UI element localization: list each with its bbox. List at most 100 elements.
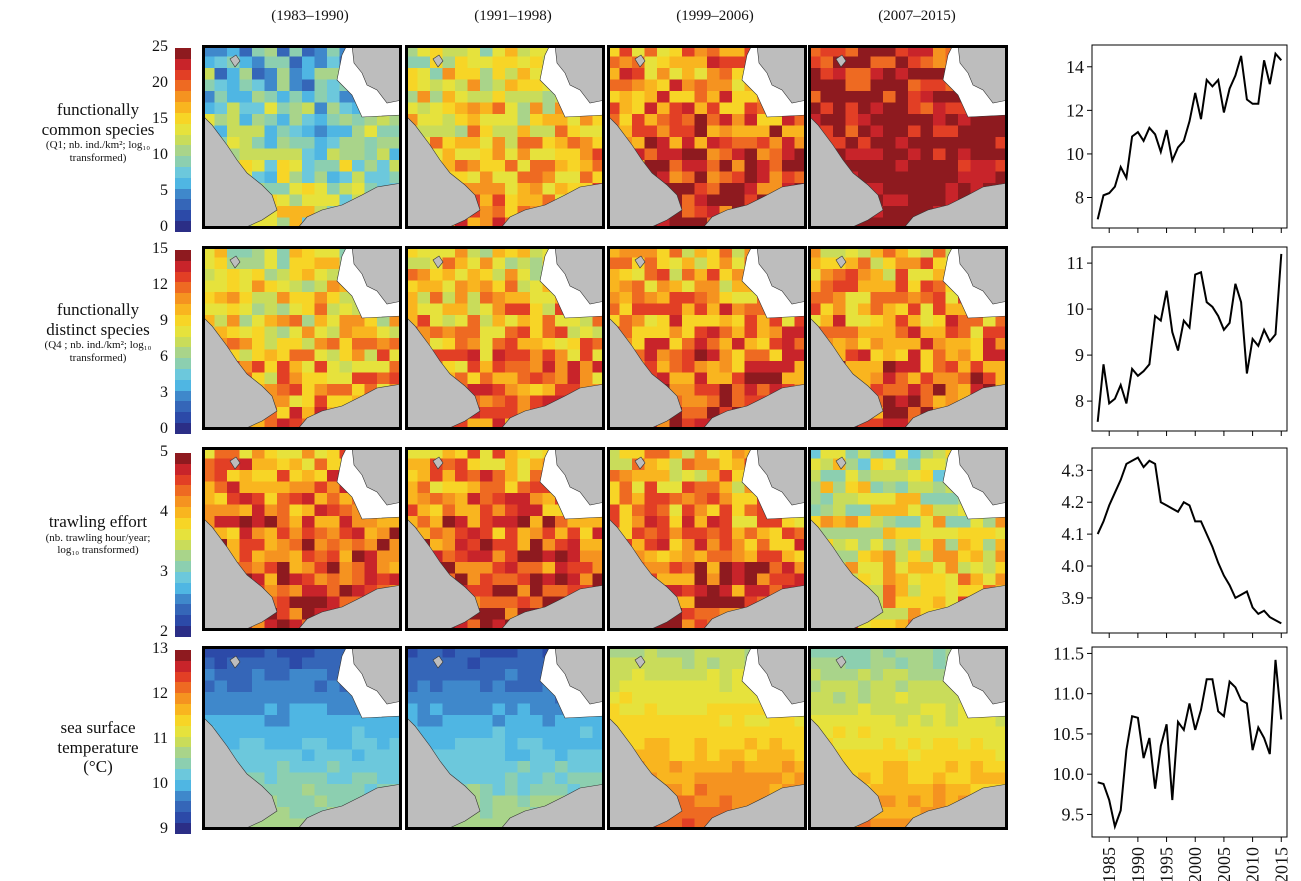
map-cell [417, 315, 431, 327]
map-cell [214, 303, 228, 316]
colorbar-segment [175, 58, 191, 70]
map-cell [908, 772, 921, 785]
map-cell [289, 807, 303, 819]
map-cell [908, 326, 921, 339]
map-cell [480, 562, 493, 574]
map-cell [277, 407, 290, 419]
map-cell [277, 326, 290, 339]
map-cell [289, 692, 303, 704]
map-cell [530, 596, 543, 609]
map-cell [542, 125, 556, 138]
map-cell [277, 807, 290, 819]
map-cell [505, 516, 518, 528]
map-cell [694, 206, 708, 218]
map-cell [833, 680, 846, 693]
map-cell [682, 315, 695, 327]
map-cell [995, 315, 1008, 327]
map-cell [352, 562, 365, 574]
map-cell [883, 384, 896, 396]
map-cell [517, 481, 531, 494]
map-cell [430, 137, 443, 149]
map-cell [277, 550, 290, 563]
map-cell [895, 395, 909, 408]
map-cell [277, 79, 290, 92]
map-cell [682, 772, 695, 785]
map-cell [644, 749, 658, 762]
map-cell [480, 372, 493, 385]
map-cell [769, 550, 783, 563]
colorbar-tick-label: 3 [160, 384, 168, 401]
map-cell [455, 669, 468, 681]
map-cell [389, 516, 402, 528]
map-cell [983, 171, 996, 184]
map-cell [719, 585, 733, 597]
map-panel-r2-c2 [405, 246, 605, 430]
map-cell [389, 726, 402, 739]
map-cell [567, 372, 581, 385]
map-cell [744, 493, 758, 505]
map-cell [492, 137, 506, 149]
map-cell [908, 692, 921, 704]
map-cell [983, 125, 996, 138]
map-cell [858, 148, 871, 161]
map-cell [694, 372, 708, 385]
map-cell [958, 372, 971, 385]
map-cell [517, 458, 531, 471]
map-cell [239, 257, 253, 270]
map-cell [580, 715, 593, 727]
colorbar-tick-label: 12 [152, 685, 168, 702]
map-cell [517, 280, 531, 293]
map-cell [455, 562, 468, 574]
map-cell [995, 573, 1008, 586]
map-cell [467, 171, 481, 184]
colorbar-segment [175, 69, 191, 81]
map-cell [277, 280, 290, 293]
map-cell [920, 183, 934, 195]
map-cell [870, 326, 884, 339]
map-cell [732, 726, 745, 739]
map-cell [442, 550, 456, 563]
map-cell [744, 784, 758, 796]
map-cell [858, 726, 871, 739]
map-cell [377, 562, 390, 574]
colorbar-tick-label: 0 [160, 218, 168, 235]
map-cell [908, 102, 921, 115]
map-cell [455, 269, 468, 281]
map-frame [607, 646, 807, 830]
y-tick-label: 3.9 [1062, 588, 1085, 608]
map-cell [883, 481, 896, 494]
map-cell [757, 761, 770, 773]
map-cell [883, 257, 896, 270]
colorbar-segment [175, 80, 191, 92]
map-cell [467, 493, 481, 505]
map-cell [870, 217, 884, 229]
map-cell [517, 194, 531, 207]
map-cell [227, 493, 240, 505]
map-cell [480, 573, 493, 586]
map-cell [644, 458, 658, 471]
x-tick-label: 1990 [1128, 847, 1148, 881]
map-cell [895, 326, 909, 339]
map-cell [277, 726, 290, 739]
map-cell [580, 772, 593, 785]
map-cell [694, 470, 708, 482]
map-cell [389, 361, 402, 373]
colorbar-segment [175, 304, 191, 315]
map-cell [352, 726, 365, 739]
map-cell [920, 338, 934, 350]
map-cell [467, 280, 481, 293]
map-cell [707, 669, 720, 681]
colorbar-segment [175, 496, 191, 508]
map-cell [719, 361, 733, 373]
map-cell [352, 160, 365, 172]
map-cell [769, 527, 783, 540]
map-cell [920, 493, 934, 505]
map-panel-r3-c3 [607, 447, 807, 631]
map-cell [389, 749, 402, 762]
map-cell [908, 458, 921, 471]
map-cell [314, 692, 328, 704]
row-label-common-line2: common species [41, 119, 155, 139]
map-cell [870, 68, 884, 80]
colorbar-segment [175, 485, 191, 497]
map-cell [757, 550, 770, 563]
